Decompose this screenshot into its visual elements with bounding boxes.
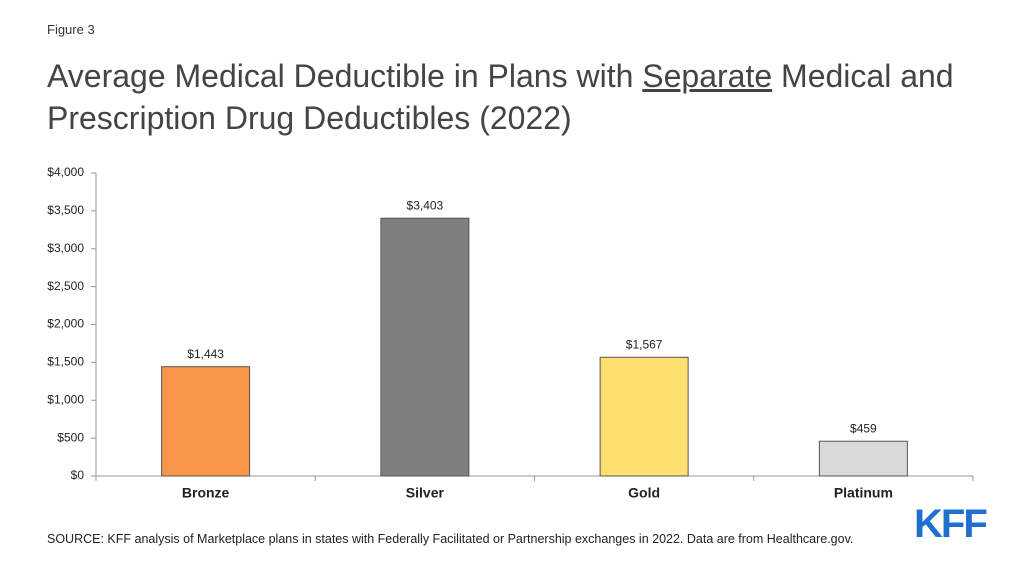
bar xyxy=(599,356,689,477)
x-tick-label: Bronze xyxy=(182,485,230,501)
value-label: $1,443 xyxy=(187,347,224,361)
title-emphasis: Separate xyxy=(642,58,773,94)
x-tick-label: Silver xyxy=(406,485,445,501)
y-tick-label: $500 xyxy=(57,430,84,444)
x-tick-label: Platinum xyxy=(834,485,893,501)
y-tick-label: $3,500 xyxy=(47,203,84,217)
value-label: $1,567 xyxy=(626,337,663,351)
y-tick-label: $0 xyxy=(71,468,85,482)
title-part: Average Medical Deductible in Plans with xyxy=(47,58,643,94)
logo: KFF xyxy=(914,502,988,546)
y-tick-label: $4,000 xyxy=(47,165,84,179)
bar xyxy=(161,366,251,477)
source-note: SOURCE: KFF analysis of Marketplace plan… xyxy=(47,532,854,546)
title-part: Medical and Prescription Drug Deductible… xyxy=(47,58,954,136)
y-tick-label: $1,000 xyxy=(47,392,84,406)
x-tick-label: Gold xyxy=(628,485,660,501)
y-tick-label: $3,000 xyxy=(47,241,84,255)
value-label: $459 xyxy=(850,421,877,435)
bar xyxy=(380,217,470,477)
y-tick-label: $2,000 xyxy=(47,317,84,331)
value-label: $3,403 xyxy=(407,198,444,212)
y-tick-label: $1,500 xyxy=(47,355,84,369)
bar xyxy=(818,440,908,477)
figure-label: Figure 3 xyxy=(47,22,95,37)
chart-title: Average Medical Deductible in Plans with… xyxy=(47,55,987,139)
y-tick-label: $2,500 xyxy=(47,279,84,293)
